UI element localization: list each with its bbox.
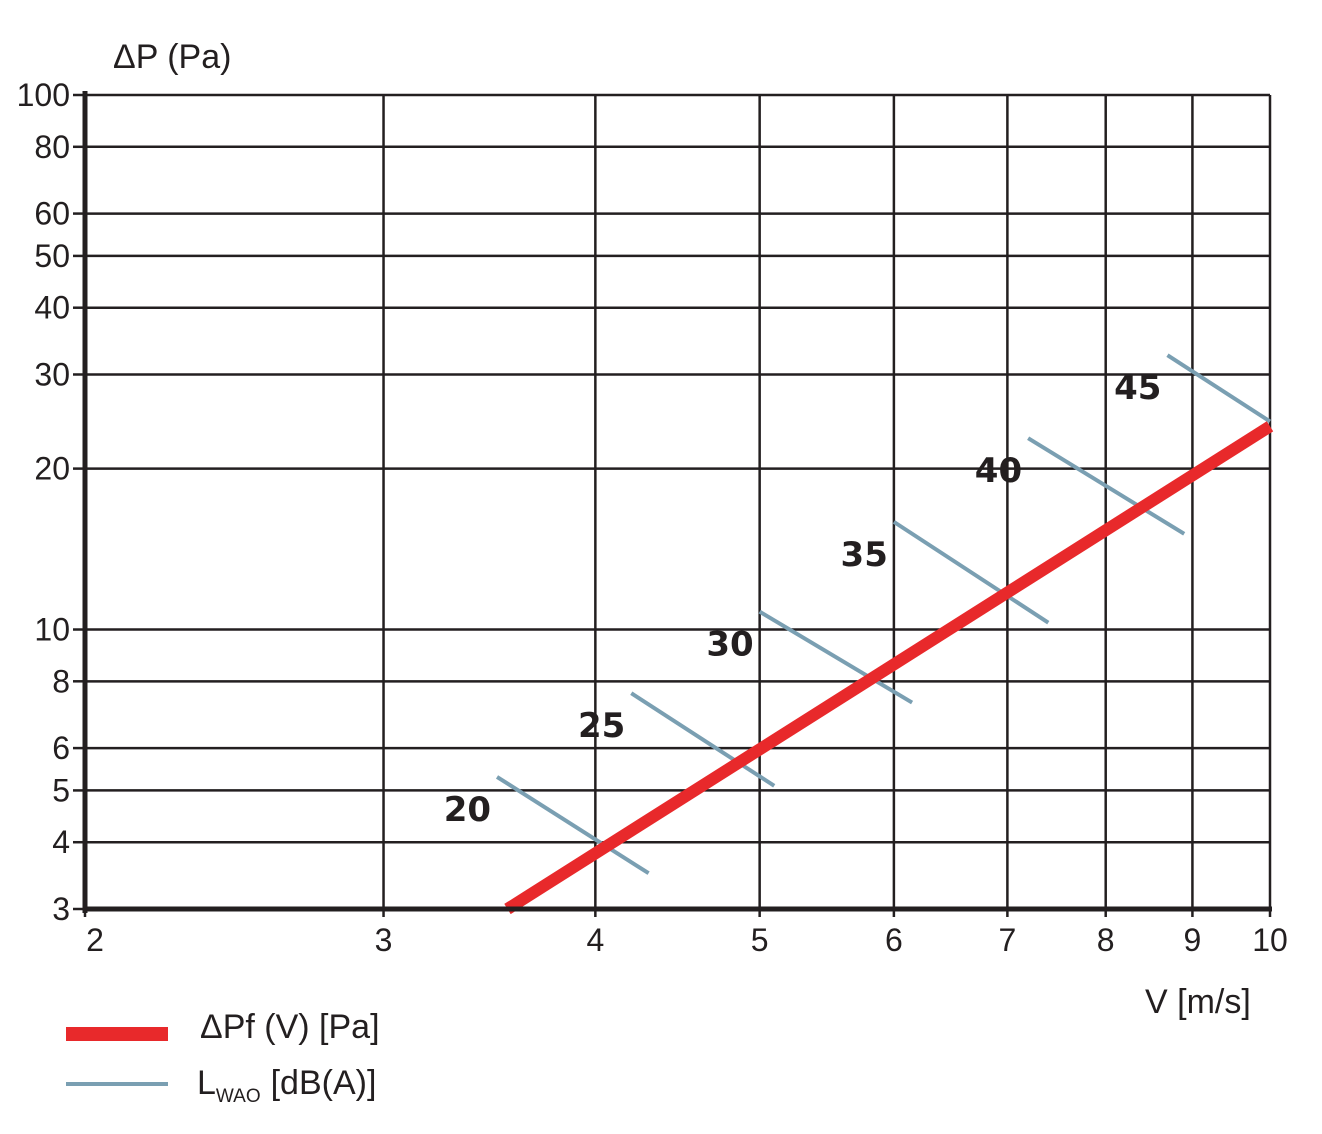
x-tick-label-3: 3 <box>375 922 393 958</box>
y-tick-label-50: 50 <box>34 238 70 274</box>
x-tick-label-6: 6 <box>885 922 903 958</box>
noise-line-30 <box>758 609 914 705</box>
noise-line-35 <box>892 520 1050 625</box>
noise-line-40 <box>1027 436 1186 536</box>
y-tick-label-6: 6 <box>52 730 70 766</box>
y-tick-label-30: 30 <box>34 356 70 392</box>
noise-line-25 <box>630 691 776 788</box>
x-tick-label-9: 9 <box>1184 922 1202 958</box>
y-axis-label: ΔP (Pa) <box>113 38 231 76</box>
y-tick-label-40: 40 <box>34 290 70 326</box>
noise-label-35: 35 <box>841 535 888 575</box>
legend-label-noise-rest: [dB(A)] <box>271 1064 377 1102</box>
legend-label-noise-main: L <box>197 1064 216 1102</box>
series <box>504 421 1274 915</box>
x-tick-label-5: 5 <box>751 922 769 958</box>
x-tick-label-10: 10 <box>1252 922 1288 958</box>
grid <box>83 93 1272 911</box>
noise-labels: 20 25 30 35 40 45 <box>444 368 1162 830</box>
noise-label-25: 25 <box>578 706 625 746</box>
y-tick-label-60: 60 <box>34 196 70 232</box>
x-tick-label-8: 8 <box>1097 922 1115 958</box>
y-tick-label-8: 8 <box>52 663 70 699</box>
noise-label-45: 45 <box>1114 368 1161 408</box>
x-tick-label-7: 7 <box>998 922 1016 958</box>
y-tick-label-4: 4 <box>52 824 70 860</box>
axes <box>73 91 1272 917</box>
noise-label-40: 40 <box>975 451 1022 491</box>
x-axis-label: V [m/s] <box>1145 983 1251 1021</box>
noise-label-30: 30 <box>706 625 753 665</box>
legend-label-pressure: ΔPf (V) [Pa] <box>200 1008 380 1046</box>
y-tick-label-5: 5 <box>52 772 70 808</box>
y-tick-label-20: 20 <box>34 451 70 487</box>
noise-line-45 <box>1166 353 1272 424</box>
y-tick-label-80: 80 <box>34 129 70 165</box>
noise-label-20: 20 <box>444 790 491 830</box>
series-line-pressure <box>504 421 1274 915</box>
x-tick-label-4: 4 <box>586 922 604 958</box>
y-tick-label-3: 3 <box>52 891 70 927</box>
legend-label-noise: LWAO [dB(A)] <box>197 1064 376 1107</box>
y-tick-label-10: 10 <box>34 612 70 648</box>
noise-line-20 <box>495 775 650 875</box>
legend: ΔPf (V) [Pa] LWAO [dB(A)] <box>66 1008 380 1107</box>
x-tick-label-2: 2 <box>86 922 104 958</box>
y-tick-label-100: 100 <box>17 77 70 113</box>
legend-label-noise-sub: WAO <box>216 1086 261 1107</box>
noise-lines <box>495 353 1272 875</box>
